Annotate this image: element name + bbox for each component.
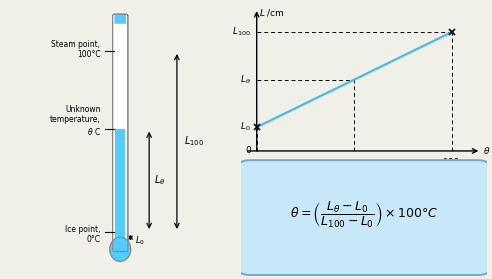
Text: $\theta$ /°C: $\theta$ /°C: [483, 145, 492, 157]
Text: Unknown
temperature,
$\theta$ C: Unknown temperature, $\theta$ C: [50, 105, 100, 137]
Text: $L_0$: $L_0$: [135, 234, 145, 247]
Text: 0: 0: [245, 146, 251, 155]
FancyBboxPatch shape: [113, 14, 128, 251]
Circle shape: [110, 237, 131, 261]
Bar: [115, 129, 125, 246]
Text: $L_0$: $L_0$: [240, 121, 251, 133]
Text: $\theta = \left(\dfrac{L_{\theta} - L_0}{L_{100} - L_0}\right) \times 100°C$: $\theta = \left(\dfrac{L_{\theta} - L_0}…: [290, 200, 438, 230]
Text: $L_{\theta}$: $L_{\theta}$: [240, 73, 251, 86]
Text: $L_{\theta}$: $L_{\theta}$: [154, 174, 165, 187]
Text: $L_{100}$: $L_{100}$: [232, 26, 251, 38]
Text: $L$ /cm: $L$ /cm: [259, 7, 284, 18]
Text: $L_{100}$: $L_{100}$: [184, 134, 204, 148]
Text: $\theta$: $\theta$: [351, 158, 358, 169]
Text: Ice point,
0°C: Ice point, 0°C: [65, 225, 100, 244]
FancyBboxPatch shape: [239, 160, 490, 275]
FancyBboxPatch shape: [115, 15, 126, 24]
Text: 100: 100: [443, 158, 461, 167]
Text: Steam point,
100°C: Steam point, 100°C: [52, 40, 100, 59]
